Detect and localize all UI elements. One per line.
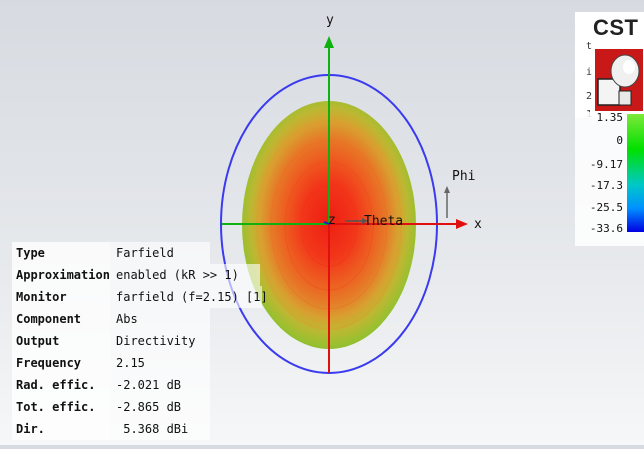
- cst-emblem-icon: [595, 49, 643, 111]
- info-key: Frequency: [12, 352, 110, 374]
- logo-side-glyph: t: [586, 41, 593, 52]
- theta-label: Theta: [364, 214, 403, 229]
- info-key: Dir.: [12, 418, 110, 440]
- info-key: Component: [12, 308, 110, 330]
- theta-arrow-icon: [362, 218, 368, 224]
- info-value: 5.368 dBi: [110, 418, 210, 440]
- info-row: Approximation enabled (kR >> 1): [12, 264, 262, 286]
- phi-label: Phi: [452, 169, 475, 184]
- info-row: Tot. effic. -2.865 dB: [12, 396, 262, 418]
- y-axis-arrow-icon: [324, 36, 334, 48]
- info-row: Output Directivity: [12, 330, 262, 352]
- info-value: Farfield: [110, 242, 210, 264]
- cst-logo: CST t i 2 1: [575, 12, 644, 120]
- logo-side-glyph: 2: [586, 91, 593, 102]
- info-key: Rad. effic.: [12, 374, 110, 396]
- info-key: Output: [12, 330, 110, 352]
- info-key: Tot. effic.: [12, 396, 110, 418]
- cst-brand-text: CST: [593, 15, 639, 40]
- scale-value: -25.5: [589, 201, 623, 214]
- info-key: Approximation: [12, 264, 110, 286]
- info-value: farfield (f=2.15) [1]: [110, 286, 268, 308]
- farfield-info-panel: Type Farfield Approximation enabled (kR …: [12, 242, 268, 440]
- scale-value: -9.17: [589, 158, 623, 171]
- x-axis-label: x: [474, 217, 482, 232]
- color-scale-bar: [627, 114, 644, 232]
- info-value: Directivity: [110, 330, 210, 352]
- info-row: Dir. 5.368 dBi: [12, 418, 262, 440]
- info-key: Monitor: [12, 286, 110, 308]
- scale-value: 0: [616, 134, 623, 147]
- scale-value: 1.35: [596, 111, 624, 124]
- z-axis: [323, 221, 330, 225]
- info-row: Rad. effic. -2.021 dB: [12, 374, 262, 396]
- color-scale: 1.35 0 -9.17 -17.3 -25.5 -33.6: [575, 111, 644, 246]
- info-value: -2.021 dB: [110, 374, 210, 396]
- info-row: Monitor farfield (f=2.15) [1]: [12, 286, 268, 308]
- info-row: Frequency 2.15: [12, 352, 262, 374]
- x-axis-arrow-icon: [456, 219, 468, 229]
- y-axis-label: y: [326, 13, 334, 28]
- info-value: enabled (kR >> 1): [110, 264, 260, 286]
- info-row: Type Farfield: [12, 242, 262, 264]
- info-value: 2.15: [110, 352, 210, 374]
- logo-side-glyph: i: [586, 67, 593, 78]
- info-key: Type: [12, 242, 110, 264]
- info-value: Abs: [110, 308, 210, 330]
- z-axis-label: z: [328, 213, 336, 228]
- info-row: Component Abs: [12, 308, 262, 330]
- info-value: -2.865 dB: [110, 396, 210, 418]
- phi-arrow-icon: [444, 186, 450, 193]
- scale-value: -33.6: [589, 222, 623, 235]
- scale-value: -17.3: [589, 179, 623, 192]
